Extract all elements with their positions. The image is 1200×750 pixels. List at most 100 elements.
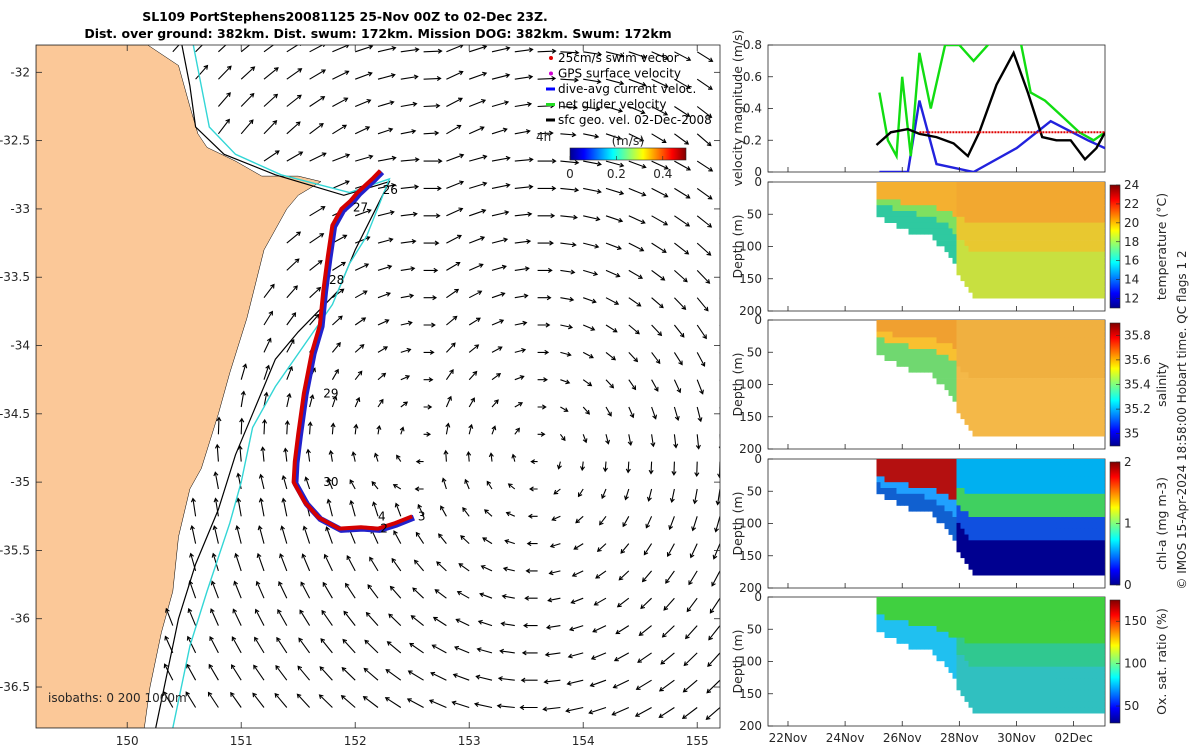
section-cell bbox=[1040, 407, 1045, 414]
section-cell bbox=[1032, 401, 1037, 408]
velocity-arrow bbox=[605, 133, 622, 141]
section-cell bbox=[1024, 511, 1029, 518]
section-cell bbox=[972, 517, 977, 524]
section-cell bbox=[1036, 684, 1041, 691]
velocity-arrow bbox=[326, 477, 333, 490]
section-cell bbox=[1000, 263, 1005, 270]
section-cell bbox=[1096, 343, 1101, 350]
velocity-arrow bbox=[491, 399, 499, 408]
section-cell bbox=[1008, 701, 1013, 708]
section-cell bbox=[876, 205, 881, 212]
velocity-arrow bbox=[446, 97, 463, 107]
section-cell bbox=[916, 182, 921, 189]
section-cell bbox=[1076, 517, 1081, 524]
section-cell bbox=[1076, 395, 1081, 402]
section-cell bbox=[952, 493, 957, 500]
velocity-arrow bbox=[628, 160, 647, 169]
section-cell bbox=[900, 354, 905, 361]
section-cell bbox=[944, 511, 949, 518]
section-cell bbox=[996, 292, 1001, 299]
section-cell bbox=[996, 631, 1001, 638]
section-cell bbox=[1000, 401, 1005, 408]
x-tick-label: 155 bbox=[686, 734, 709, 748]
oxygen-colorbar bbox=[1109, 599, 1121, 724]
section-cell bbox=[968, 395, 973, 402]
section-cell bbox=[976, 505, 981, 512]
section-cell bbox=[1072, 228, 1077, 235]
section-cell bbox=[964, 389, 969, 396]
section-cell bbox=[916, 325, 921, 332]
section-cell bbox=[1028, 389, 1033, 396]
section-cell bbox=[1080, 240, 1085, 247]
section-cell bbox=[968, 331, 973, 338]
section-cell bbox=[1020, 383, 1025, 391]
section-cell bbox=[1044, 551, 1049, 559]
velocity-arrow bbox=[577, 488, 584, 498]
section-cell bbox=[1100, 660, 1105, 668]
section-cell bbox=[1016, 695, 1021, 702]
section-cell bbox=[1056, 563, 1061, 570]
section-cell bbox=[1000, 499, 1005, 506]
section-cell bbox=[1024, 205, 1029, 212]
section-cell bbox=[1092, 459, 1097, 466]
section-cell bbox=[1064, 701, 1069, 708]
section-cell bbox=[940, 505, 945, 512]
velocity-arrow bbox=[286, 338, 295, 353]
section-cell bbox=[1008, 608, 1013, 615]
section-cell bbox=[1096, 660, 1101, 668]
section-cell bbox=[920, 360, 925, 367]
velocity-arrow bbox=[400, 184, 420, 190]
section-cell bbox=[1068, 222, 1073, 229]
section-cell bbox=[1040, 418, 1045, 425]
velocity-arrow bbox=[369, 556, 379, 572]
section-cell bbox=[924, 216, 929, 223]
section-cell bbox=[948, 193, 953, 200]
section-cell bbox=[1044, 199, 1049, 206]
section-cell bbox=[1092, 320, 1097, 327]
section-cell bbox=[1092, 602, 1097, 609]
velocity-arrow bbox=[218, 65, 232, 80]
section-cell bbox=[960, 222, 965, 229]
section-cell bbox=[1012, 602, 1017, 609]
section-cell bbox=[972, 354, 977, 361]
velocity-arrow bbox=[263, 337, 272, 353]
section-cell bbox=[1076, 257, 1081, 264]
section-cell bbox=[936, 464, 941, 471]
velocity-arrow bbox=[491, 46, 511, 53]
section-cell bbox=[1032, 389, 1037, 396]
section-cell bbox=[1004, 401, 1009, 408]
section-cell bbox=[944, 620, 949, 627]
section-cell bbox=[976, 470, 981, 477]
colorbar-tick-label: 14 bbox=[1124, 273, 1139, 287]
section-cell bbox=[1040, 672, 1045, 679]
section-cell bbox=[1012, 320, 1017, 327]
section-cell bbox=[1072, 211, 1077, 218]
section-cell bbox=[992, 511, 997, 518]
velocity-arrow bbox=[480, 564, 493, 572]
section-cell bbox=[1068, 522, 1073, 530]
section-cell bbox=[932, 199, 937, 206]
section-cell bbox=[1024, 608, 1029, 615]
velocity-arrow bbox=[332, 153, 351, 162]
section-cell bbox=[956, 666, 961, 673]
section-cell bbox=[956, 378, 961, 385]
y-tick-label: -34 bbox=[10, 339, 30, 353]
section-cell bbox=[1040, 470, 1045, 477]
section-cell bbox=[1076, 407, 1081, 414]
section-cell bbox=[988, 655, 993, 662]
section-cell bbox=[948, 383, 953, 391]
section-cell bbox=[888, 493, 893, 500]
section-cell bbox=[892, 337, 897, 344]
section-cell bbox=[1080, 608, 1085, 615]
section-cell bbox=[984, 493, 989, 500]
section-cell bbox=[1072, 464, 1077, 471]
section-cell bbox=[876, 199, 881, 206]
section-cell bbox=[1096, 401, 1101, 408]
section-cell bbox=[972, 372, 977, 379]
section-cell bbox=[1036, 631, 1041, 638]
section-cell bbox=[992, 211, 997, 218]
section-cell bbox=[968, 234, 973, 241]
section-cell bbox=[924, 482, 929, 489]
section-cell bbox=[1052, 488, 1057, 495]
